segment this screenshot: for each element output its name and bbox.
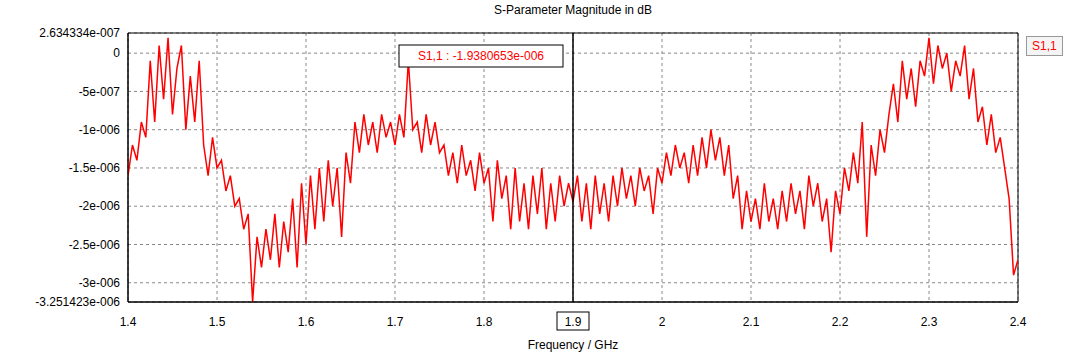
html-text:S-Parameter Magnitude in dB: S-Parameter Magnitude in dB <box>494 3 652 17</box>
svg-text:1.4: 1.4 <box>120 315 137 329</box>
html-text:S1,1: S1,1 <box>1032 39 1057 53</box>
svg-text:2.1: 2.1 <box>743 315 760 329</box>
svg-text:-2.5e-006: -2.5e-006 <box>69 238 121 252</box>
svg-text:2.634334e-007: 2.634334e-007 <box>39 26 120 40</box>
svg-text:-3.251423e-006: -3.251423e-006 <box>35 295 120 309</box>
svg-text:1.5: 1.5 <box>209 315 226 329</box>
svg-text:0: 0 <box>113 46 120 60</box>
svg-text:1.9: 1.9 <box>565 315 582 329</box>
svg-text:-1.5e-006: -1.5e-006 <box>69 161 121 175</box>
svg-text:2.3: 2.3 <box>921 315 938 329</box>
svg-text:S1,1 : -1.9380653e-006: S1,1 : -1.9380653e-006 <box>418 49 544 63</box>
svg-text:-2e-006: -2e-006 <box>79 199 121 213</box>
svg-text:2.2: 2.2 <box>832 315 849 329</box>
svg-text:1.7: 1.7 <box>387 315 404 329</box>
svg-text:-3e-006: -3e-006 <box>79 276 121 290</box>
svg-text:-1e-006: -1e-006 <box>79 123 121 137</box>
svg-text:2: 2 <box>659 315 666 329</box>
svg-text:1.8: 1.8 <box>476 315 493 329</box>
svg-text:1.6: 1.6 <box>298 315 315 329</box>
svg-text:-5e-007: -5e-007 <box>79 85 121 99</box>
svg-text:Frequency / GHz: Frequency / GHz <box>528 338 619 352</box>
svg-text:2.4: 2.4 <box>1010 315 1027 329</box>
